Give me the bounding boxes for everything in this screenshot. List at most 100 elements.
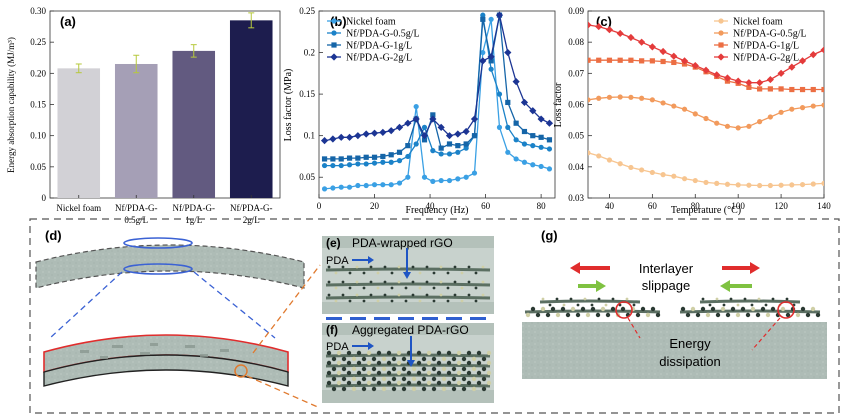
panel-f-aggregated-sheet-dot (351, 366, 357, 372)
panel-e-rgo-sheet-dot (460, 299, 464, 303)
panel-f-title: Aggregated PDA-rGO (352, 323, 469, 337)
panel-e-f-separator (326, 317, 486, 320)
panel-b-data-point (430, 112, 436, 118)
panel-f-aggregated-sheet-dot (436, 380, 442, 386)
panel-e-rgo-sheet-dot (474, 299, 478, 303)
panel-f-aggregated-sheet-dot (431, 386, 437, 392)
panel-f-aggregated-sheet-dot (336, 380, 342, 386)
panel-b-data-point (413, 141, 419, 147)
panel-b-data-point (330, 156, 336, 162)
panel-b-data-point (346, 184, 353, 190)
panel-d-zoom-line-right (193, 271, 276, 339)
panel-f-aggregated-sheet-dot (426, 380, 432, 386)
panel-f-aggregated-sheet-dot (451, 366, 457, 372)
panel-c-x-tick-label: 140 (817, 201, 831, 211)
panel-b-data-point (520, 98, 529, 107)
panel-c-data-point (821, 180, 824, 186)
panel-d-callout-line-bottom (246, 375, 321, 409)
panel-b-data-point (420, 132, 429, 140)
panel-c-data-point (746, 123, 752, 129)
panel-c-data-point (788, 63, 796, 71)
panel-e-rgo-sheet-dot (460, 286, 464, 290)
panel-c-data-point (648, 43, 656, 51)
panel-c-data-point (766, 75, 774, 84)
panel-e-rgo-sheet-dot (397, 293, 401, 297)
panel-f-aggregated-sheet-dot (416, 370, 422, 376)
panel-c-y-axis-label: Loss factor (553, 82, 564, 127)
panel-c-data-point (606, 157, 613, 163)
panel-e-rgo-sheet-dot (425, 265, 429, 269)
panel-c-data-point (639, 95, 645, 101)
panel-b-legend-marker (331, 42, 337, 48)
panel-b-data-point (355, 182, 361, 189)
panel-f-aggregated-sheet-dot (366, 370, 372, 376)
panel-g-sheet (524, 309, 661, 314)
panel-b-data-point (320, 137, 329, 145)
panel-b-legend-label: Nf/PDA-G-0.5g/L (346, 29, 420, 40)
panel-c-data-point (777, 69, 785, 77)
panel-g-sheet-dot (575, 312, 581, 318)
panel-c-data-point (809, 51, 817, 59)
panel-g-sheet-dot (722, 303, 726, 307)
panel-d-flakes (80, 343, 229, 359)
panel-g-sheet-dot (700, 306, 706, 312)
panel-c-y-tick-label: 0.05 (568, 131, 584, 141)
panel-d: (d) (35, 228, 321, 409)
panel-f-bottom-strip (322, 390, 494, 403)
panel-f-aggregated-sheet-dot (466, 380, 472, 386)
panel-e-rgo-sheet-dot (474, 286, 478, 290)
panel-f-aggregated-sheet-dot (356, 350, 362, 356)
panel-g-sheet-dot (771, 297, 775, 301)
panel-g-sheet-dot (729, 297, 733, 301)
panel-c-data-point (588, 21, 592, 29)
panel-c-data-point (596, 57, 602, 63)
panel-f-aggregated-sheet-dot (466, 370, 472, 376)
panel-b-data-point (438, 177, 444, 184)
panel-b-data-point (421, 124, 428, 130)
panel-e-rgo-sheet-dot (418, 299, 422, 303)
panel-b-data-point (370, 129, 379, 137)
panel-d-bottom-ellipse (123, 263, 193, 275)
panel-c-x-tick-label: 100 (731, 201, 745, 211)
panel-e-rgo-sheet-dot (327, 265, 331, 269)
panel-b-data-point (337, 133, 345, 141)
panel-c-data-point (671, 59, 677, 66)
panel-c-data-point (660, 58, 666, 65)
panel-e-rgo-sheet-dot (481, 293, 485, 297)
panel-b-data-point (530, 162, 536, 168)
panel-g-right-pointer (751, 317, 781, 351)
panel-b-data-point (363, 154, 369, 160)
panel-c-data-point (798, 57, 807, 65)
panel-f-aggregated-sheet-dot (351, 376, 357, 382)
panel-f-aggregated-sheet-dot (326, 370, 332, 376)
panel-g-sheet-dot (540, 306, 546, 312)
panel-e-rgo-sheet-dot (481, 265, 485, 269)
schematic-panel: (d) (e) PDA-wrapped rGO (29, 218, 840, 414)
panel-g-sheet-dot (535, 312, 541, 318)
panel-g-sheet-dot (611, 297, 615, 301)
panel-g-sheet-dot (701, 297, 705, 301)
panel-e-rgo-sheet (325, 282, 491, 287)
panel-a-bars (57, 12, 273, 198)
panel-c-data-point (757, 119, 763, 125)
panel-e-rgo-sheet-dot (411, 265, 415, 269)
panel-g-sheet-dot (764, 303, 768, 307)
panel-e-rgo-sheet-dot (432, 271, 436, 275)
panel-g-sheet-dot (815, 312, 821, 318)
panel-f-aggregated-sheet-dot (326, 350, 332, 356)
panel-e-rgo-sheet-dot (439, 293, 443, 297)
panel-f-aggregated-sheet-dot (486, 380, 492, 386)
panel-g-sheet-dot (570, 306, 576, 312)
panel-b-data-point (529, 107, 537, 115)
panel-b-legend-label: Nf/PDA-G-2g/L (346, 53, 412, 64)
panel-c-data-point (606, 94, 613, 100)
panel-e: (e) PDA-wrapped rGO PDA (322, 236, 494, 314)
panel-c-data-point (649, 97, 655, 103)
panel-e-rgo-sheet-dot (418, 286, 422, 290)
panel-f-aggregated-sheet-dot (361, 356, 367, 362)
panel-e-rgo-sheet-dot (348, 286, 352, 290)
panel-b-data-point (438, 151, 444, 157)
panel-g-sheet-dot (555, 312, 561, 318)
panel-g-right-red-arrow-head (750, 262, 760, 274)
panel-c-data-point (723, 74, 732, 82)
